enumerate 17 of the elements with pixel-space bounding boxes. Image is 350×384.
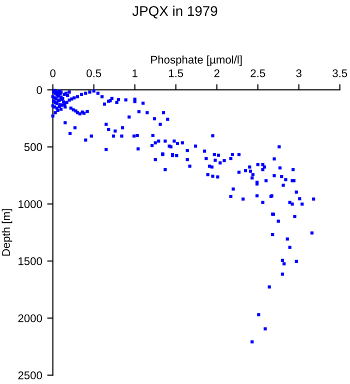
x-tick-label: 1.5	[168, 69, 184, 78]
y-tick-label: 1000	[18, 200, 42, 208]
y-tick-label: 1500	[18, 257, 42, 266]
x-tick-label: 0.5	[86, 69, 102, 78]
x-axis-title: Phosphate [µmol/l]	[151, 55, 242, 66]
y-tick-label: 0	[36, 86, 42, 94]
x-tick-label: 2	[214, 69, 220, 78]
y-tick-label: 2000	[18, 314, 42, 322]
y-axis-title: Depth [m]	[2, 209, 12, 256]
x-tick-label: 3.5	[332, 69, 348, 78]
y-tick-label: 2500	[18, 371, 42, 380]
x-tick-label: 3	[296, 69, 302, 78]
chart-title: JPQX in 1979	[132, 6, 218, 18]
y-tick-label: 500	[24, 143, 42, 152]
x-tick-label: 2.5	[250, 69, 266, 78]
x-tick-label: 1	[132, 69, 138, 78]
x-tick-label: 0	[50, 69, 56, 78]
